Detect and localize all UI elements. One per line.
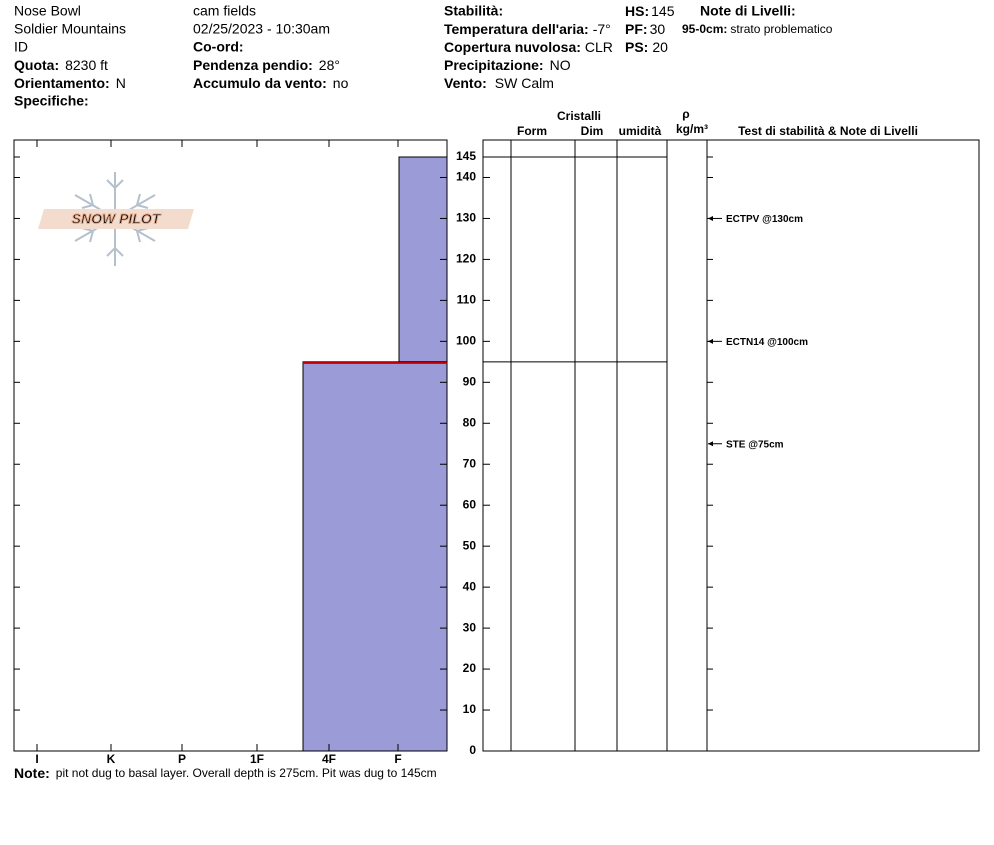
note: Note: pit not dug to basal layer. Overall… [14, 765, 437, 781]
label: Orientamento: [14, 75, 110, 91]
state: ID [14, 39, 28, 55]
layer-note: 95-0cm: strato problematico [682, 22, 833, 36]
table-frame [482, 139, 980, 752]
hardness-label: F [394, 752, 401, 766]
label: HS: [625, 3, 649, 19]
air-temp: Temperatura dell'aria: -7° [444, 21, 611, 37]
label: Temperatura dell'aria: [444, 21, 589, 37]
test-label: ECTPV @130cm [726, 214, 803, 225]
label: Copertura nuvolosa: [444, 39, 581, 55]
test-label: STE @75cm [726, 439, 784, 450]
label: Pendenza pendio: [193, 57, 313, 73]
depth-label: 80 [463, 415, 477, 429]
depth-label: 10 [463, 702, 477, 716]
elevation: Quota: 8230 ft [14, 57, 108, 73]
layer-notes-title: Note di Livelli: [700, 3, 796, 19]
value: NO [550, 57, 571, 73]
tests-header: Test di stabilità & Note di Livelli [738, 124, 918, 138]
range: Soldier Mountains [14, 21, 126, 37]
aspect: Orientamento: N [14, 75, 126, 91]
value: -7° [593, 21, 611, 37]
wind: Vento: SW Calm [444, 75, 554, 91]
depth-label: 40 [463, 579, 477, 593]
hardness-label: I [35, 752, 38, 766]
depth-label: 0 [469, 743, 476, 757]
label: Vento: [444, 75, 487, 91]
precip: Precipitazione: NO [444, 57, 571, 73]
logo-text: SNOW PILOT [72, 211, 162, 227]
wind-loading: Accumulo da vento: no [193, 75, 349, 91]
value: SW Calm [495, 75, 554, 91]
coords: Co-ord: [193, 39, 244, 55]
value: 20 [652, 39, 668, 55]
label: Note: [14, 765, 50, 781]
layer [302, 361, 448, 752]
moisture: umidità [619, 124, 662, 138]
value: N [116, 75, 126, 91]
depth-label: 30 [463, 620, 477, 634]
form: Form [517, 124, 547, 138]
mask [623, 20, 679, 56]
test-label: ECTN14 @100cm [726, 337, 808, 348]
sky: Copertura nuvolosa: CLR [444, 39, 613, 55]
site: Nose Bowl [14, 3, 81, 19]
depth-label: 100 [456, 334, 476, 348]
value: 30 [650, 21, 666, 37]
stability: Stabilità: [444, 3, 503, 19]
size: Dim [581, 124, 604, 138]
label: Precipitazione: [444, 57, 544, 73]
label: Quota: [14, 57, 59, 73]
text: strato problematico [730, 22, 832, 36]
hardness-label: P [178, 752, 186, 766]
depth-label: 145 [456, 149, 476, 163]
label: Accumulo da vento: [193, 75, 327, 91]
pf: PF: 30 [625, 21, 665, 37]
hs: HS: 145 [625, 3, 675, 19]
arrow-head [708, 338, 713, 344]
range: 95-0cm: [682, 22, 727, 36]
specifics: Specifiche: [14, 93, 89, 109]
table-columns [510, 140, 708, 751]
logo: SNOW PILOT [38, 172, 194, 266]
crystals: Cristalli [557, 109, 601, 123]
label: PF: [625, 21, 648, 37]
value: 8230 ft [65, 57, 108, 73]
depth-label: 90 [463, 374, 477, 388]
arrow-head [708, 215, 713, 221]
depth-label: 50 [463, 538, 477, 552]
value: CLR [585, 39, 613, 55]
value: 145 [651, 3, 675, 19]
value: no [333, 75, 349, 91]
density: ρ [682, 107, 689, 121]
arrow-head [708, 441, 713, 447]
depth-label: 20 [463, 661, 477, 675]
datetime: 02/25/2023 - 10:30am [193, 21, 330, 37]
layer [398, 156, 448, 363]
label: PS: [625, 39, 648, 55]
depth-label: 70 [463, 456, 477, 470]
header: Nose Bowl Soldier Mountains ID Quota: 823… [14, 3, 833, 109]
observer: cam fields [193, 3, 256, 19]
depth-label: 110 [457, 293, 477, 307]
hardness-label: 1F [250, 752, 264, 766]
plot: I K P 1F 4F F 0 10 20 30 40 50 60 70 80 90 100 110 120 130 1… [14, 140, 808, 766]
density-unit: kg/m³ [676, 122, 708, 136]
hardness-label: K [107, 752, 116, 766]
table-headers: Cristalli Form Dim umidità ρ kg/m³ Test … [517, 107, 918, 138]
depth-label: 140 [456, 170, 476, 184]
hardness-label: 4F [322, 752, 336, 766]
depth-label: 120 [456, 252, 476, 266]
depth-label: 60 [463, 497, 477, 511]
depth-label: 130 [456, 211, 476, 225]
value: 28° [319, 57, 340, 73]
text: pit not dug to basal layer. Overall dept… [56, 766, 437, 780]
slope: Pendenza pendio: 28° [193, 57, 340, 73]
ps: PS: 20 [625, 39, 668, 55]
